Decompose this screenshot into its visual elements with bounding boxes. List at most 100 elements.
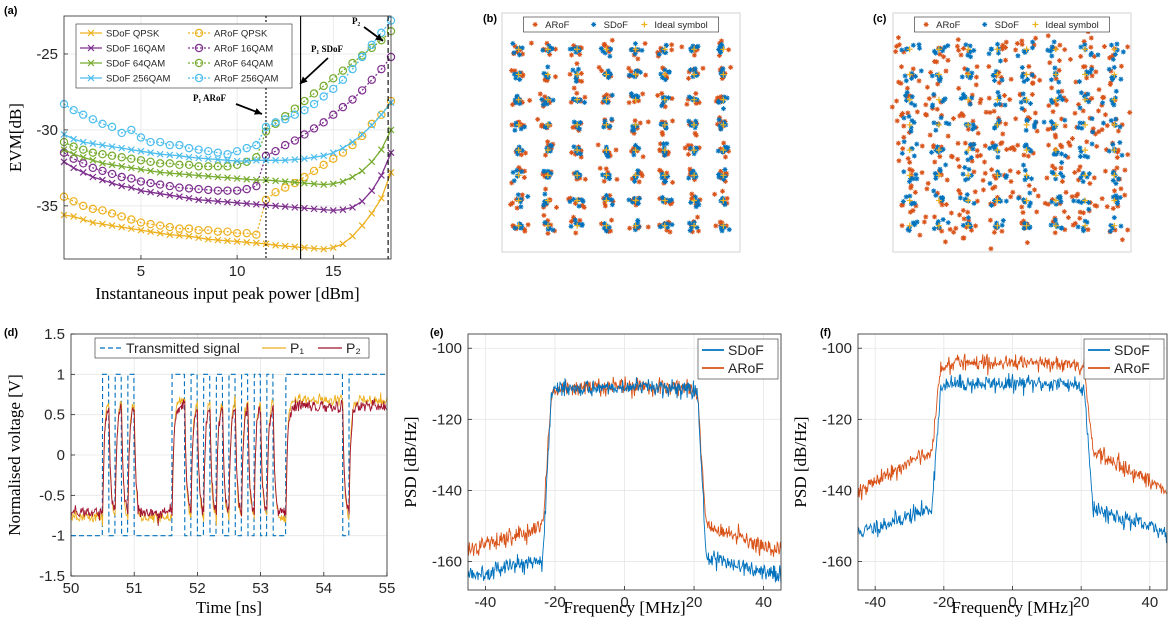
symbol-point (695, 214, 701, 220)
symbol-point (603, 166, 609, 172)
symbol-point (1093, 69, 1099, 75)
data-point (358, 131, 366, 138)
symbol-point (1003, 198, 1009, 204)
symbol-point (547, 100, 553, 106)
symbol-point (630, 127, 636, 133)
symbol-point (517, 52, 523, 58)
symbol-point (1044, 175, 1050, 181)
symbol-point (572, 200, 578, 206)
symbol-point (924, 84, 930, 90)
symbol-point (515, 147, 522, 154)
symbol-point (715, 148, 721, 154)
symbol-point (603, 96, 610, 103)
data-point (156, 190, 164, 198)
symbol-point (544, 174, 550, 180)
data-point (136, 156, 146, 165)
symbol-point (1013, 116, 1019, 122)
symbol-point (1048, 222, 1054, 228)
symbol-point (718, 175, 724, 181)
symbol-point (576, 203, 582, 209)
symbol-point (961, 216, 967, 222)
symbol-point (661, 121, 668, 128)
symbol-point (899, 150, 905, 156)
symbol-point (518, 196, 524, 202)
data-point (89, 140, 97, 147)
tick-label-y: 1 (57, 366, 65, 383)
symbol-point (965, 46, 972, 53)
symbol-point (1077, 164, 1083, 170)
data-point (204, 146, 213, 156)
symbol-point (1114, 165, 1120, 171)
symbol-point (977, 100, 983, 106)
symbol-point (1110, 177, 1116, 183)
symbol-point (509, 180, 515, 186)
symbol-point (573, 148, 579, 154)
symbol-point (1089, 73, 1095, 79)
symbol-point (910, 208, 916, 214)
data-point (339, 178, 347, 185)
symbol-point (1118, 63, 1124, 69)
symbol-point (1108, 222, 1114, 228)
symbol-point (1035, 193, 1041, 199)
symbol-point (684, 101, 690, 107)
symbol-point (608, 228, 614, 234)
tick-label-y: -100 (432, 340, 462, 357)
legend-label: P₂ (346, 340, 361, 356)
symbol-point (889, 104, 895, 110)
symbol-point (715, 121, 721, 127)
symbol-point (1045, 33, 1051, 39)
symbol-point (906, 121, 913, 128)
symbol-point (996, 197, 1002, 203)
symbol-point (1018, 99, 1024, 105)
data-point (166, 191, 174, 199)
data-point (338, 66, 348, 75)
symbol-point (717, 219, 723, 225)
data-point (175, 193, 183, 201)
symbol-point (579, 221, 585, 227)
data-point (290, 136, 300, 145)
symbol-point (544, 147, 551, 154)
symbol-point (1077, 153, 1083, 159)
symbol-point (905, 227, 911, 233)
symbol-point (1078, 149, 1084, 155)
data-point (252, 156, 260, 164)
symbol-point (974, 198, 980, 204)
symbol-point (602, 118, 608, 124)
symbol-point (1030, 150, 1036, 156)
symbol-point (935, 219, 941, 225)
symbol-point (721, 119, 727, 125)
symbol-point (1047, 60, 1053, 66)
data-point (357, 131, 367, 141)
data-point (319, 81, 328, 91)
symbol-point (1057, 201, 1063, 207)
symbol-point (1096, 87, 1102, 93)
symbol-point (986, 95, 992, 101)
symbol-point (601, 98, 607, 104)
data-point (319, 160, 328, 170)
symbol-point (965, 215, 971, 221)
axes-frame-e (467, 333, 782, 591)
symbol-point (932, 159, 938, 165)
panel-label: (c) (873, 13, 887, 25)
symbol-point (1023, 71, 1030, 78)
legend-marker (194, 43, 204, 53)
symbol-point (695, 228, 701, 234)
annotation-label: P₁ ARoF (193, 93, 226, 103)
data-point (99, 176, 106, 184)
symbol-point (1049, 199, 1055, 205)
symbol-point (716, 100, 722, 106)
symbol-point (515, 222, 522, 229)
symbol-point (1059, 178, 1065, 184)
tick-label-x: 5 (137, 263, 145, 280)
symbol-point (1048, 97, 1054, 103)
x-axis-label: Frequency [MHz] (951, 598, 1073, 617)
symbol-point (574, 71, 581, 78)
symbol-point (1089, 95, 1095, 101)
symbol-point (903, 194, 909, 200)
symbol-point (914, 176, 920, 182)
symbol-point (521, 174, 527, 180)
symbol-point (568, 223, 574, 229)
symbol-point (662, 77, 668, 83)
symbol-point (965, 209, 971, 215)
symbol-point (666, 69, 672, 75)
